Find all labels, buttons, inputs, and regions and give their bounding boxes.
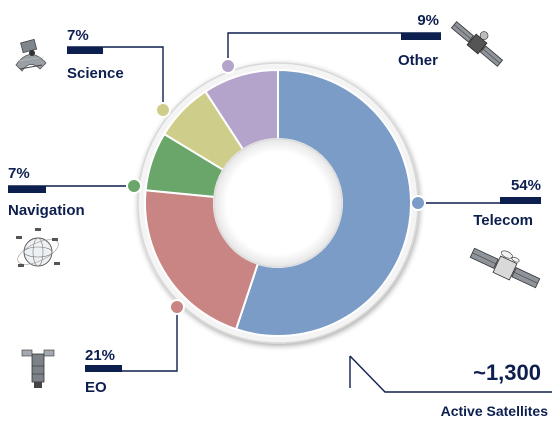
science-satellite-icon bbox=[15, 38, 47, 72]
science-value-label: 7% bbox=[67, 27, 89, 44]
total-callout bbox=[349, 355, 552, 393]
callout-bars bbox=[8, 33, 541, 372]
donut-hole bbox=[213, 138, 343, 268]
eo-satellite-icon bbox=[21, 349, 55, 388]
other-satellite-icon bbox=[450, 21, 504, 67]
science-dot bbox=[155, 102, 171, 118]
telecom-satellite-icon bbox=[469, 247, 541, 289]
science-bar bbox=[67, 47, 103, 54]
total-label: Active Satellites bbox=[441, 403, 549, 419]
telecom-bar bbox=[500, 197, 541, 204]
telecom-category-label: Telecom bbox=[473, 212, 533, 229]
navigation-value-label: 7% bbox=[8, 165, 30, 182]
navigation-globe-icon bbox=[16, 228, 60, 267]
other-dot bbox=[220, 58, 236, 74]
ring-dots bbox=[126, 58, 426, 315]
navigation-dot bbox=[126, 178, 142, 194]
eo-value-label: 21% bbox=[85, 347, 115, 364]
science-category-label: Science bbox=[67, 65, 124, 82]
telecom-value-label: 54% bbox=[511, 177, 541, 194]
eo-category-label: EO bbox=[85, 379, 107, 396]
navigation-bar bbox=[8, 186, 46, 193]
eo-dot bbox=[169, 299, 185, 315]
eo-bar bbox=[85, 365, 122, 372]
telecom-dot bbox=[410, 195, 426, 211]
total-value: ~1,300 bbox=[473, 360, 541, 385]
navigation-category-label: Navigation bbox=[8, 202, 85, 219]
other-bar bbox=[401, 33, 441, 40]
other-value-label: 9% bbox=[417, 12, 439, 29]
other-category-label: Other bbox=[398, 52, 438, 69]
